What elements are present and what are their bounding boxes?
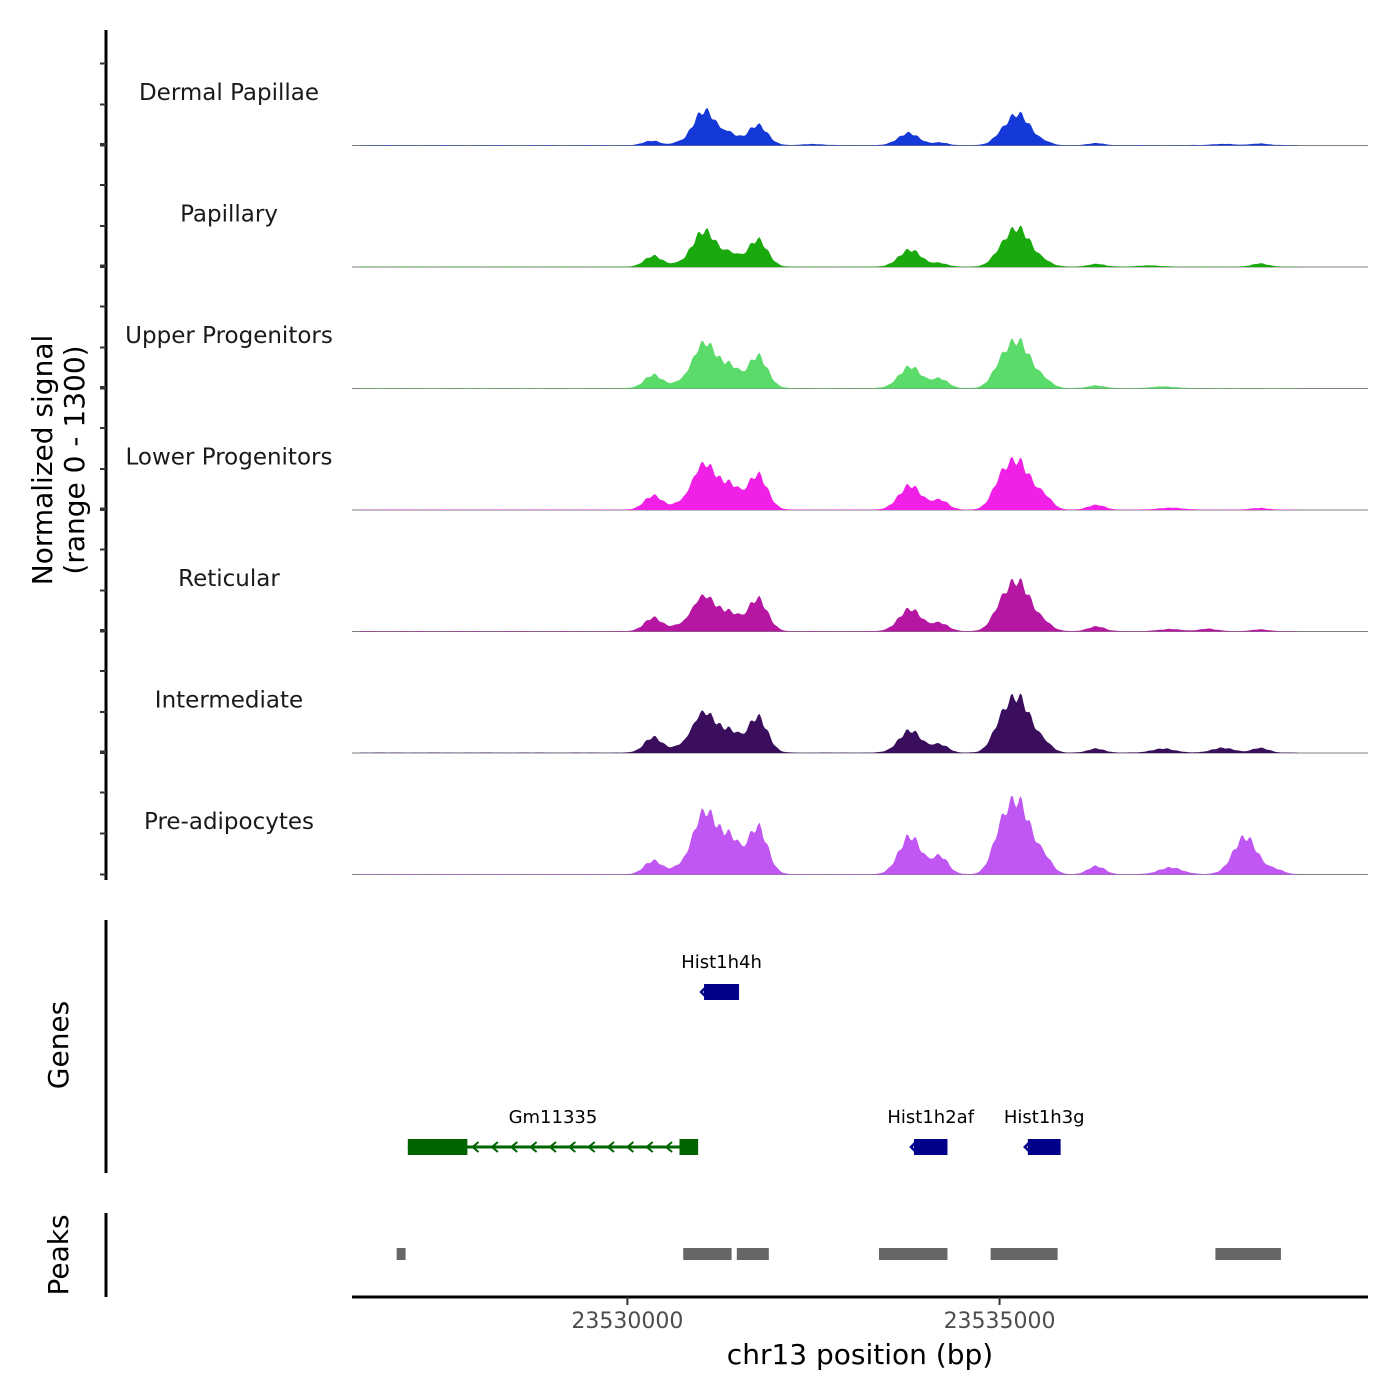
track-0: Dermal Papillae <box>139 80 1368 146</box>
track-label: Papillary <box>180 202 278 228</box>
gene-label: Gm11335 <box>509 1107 598 1128</box>
x-tick-label: 23535000 <box>944 1309 1056 1334</box>
strand-chevron <box>1047 1141 1057 1153</box>
gene-label: Hist1h2af <box>887 1107 974 1128</box>
y-axis-title-line2: (range 0 - 1300) <box>58 345 91 574</box>
strand-chevron <box>1023 1140 1032 1154</box>
track-label: Pre-adipocytes <box>144 809 314 835</box>
track-4: Reticular <box>178 566 1368 632</box>
y-axis-title-line1: Normalized signal <box>26 335 59 586</box>
track-1: Papillary <box>180 202 1368 268</box>
peak-region <box>1215 1248 1281 1260</box>
gene-exon <box>407 1139 468 1155</box>
track-5: Intermediate <box>155 688 1368 754</box>
x-axis-title: chr13 position (bp) <box>727 1338 993 1371</box>
track-label: Lower Progenitors <box>126 445 333 471</box>
peak-region <box>736 1248 769 1260</box>
x-axis: 23530000 23535000 <box>352 1295 1368 1334</box>
strand-chevron <box>490 1141 499 1153</box>
track-3: Lower Progenitors <box>126 445 1368 511</box>
signal-y-axis <box>100 30 108 880</box>
peak-region <box>990 1248 1058 1260</box>
genes-panel-title: Genes <box>42 1001 75 1089</box>
strand-chevron <box>625 1141 635 1153</box>
strand-chevron <box>909 1140 918 1154</box>
strand-chevron <box>548 1141 557 1153</box>
gene-exon <box>704 984 740 1000</box>
signal-area <box>359 795 1298 875</box>
signal-tracks: Dermal Papillae Papillary Upper Progenitor… <box>125 80 1368 875</box>
signal-area <box>359 107 1298 146</box>
track-label: Intermediate <box>155 688 303 714</box>
gene-Hist1h2af: Hist1h2af <box>887 1107 975 1155</box>
peaks-panel <box>104 1213 1281 1297</box>
peak-region <box>396 1248 406 1260</box>
peaks-panel-title: Peaks <box>42 1214 75 1295</box>
strand-chevron <box>708 986 717 998</box>
strand-chevron <box>606 1141 615 1153</box>
peak-region <box>878 1248 948 1260</box>
strand-chevron <box>934 1141 943 1153</box>
strand-chevron <box>509 1141 518 1153</box>
strand-chevron <box>645 1141 654 1153</box>
genes-panel: Hist1h4h Gm11335 Hist1h2af Hist1h3g <box>104 920 1085 1173</box>
gene-exon <box>679 1139 699 1155</box>
gene-exon <box>1027 1139 1061 1155</box>
track-label: Dermal Papillae <box>139 80 319 106</box>
peak-region <box>683 1248 732 1260</box>
strand-chevron <box>664 1141 673 1153</box>
track-label: Reticular <box>178 566 280 592</box>
strand-chevron <box>917 1141 926 1153</box>
gene-label: Hist1h3g <box>1004 1107 1085 1128</box>
signal-area <box>359 578 1298 632</box>
signal-area <box>359 693 1298 753</box>
strand-chevron <box>587 1141 596 1153</box>
gene-Hist1h4h: Hist1h4h <box>681 952 762 1000</box>
signal-area <box>359 337 1298 389</box>
strand-chevron <box>699 985 708 999</box>
x-tick-label: 23530000 <box>571 1309 683 1334</box>
strand-chevron <box>529 1141 538 1153</box>
strand-chevron <box>725 986 734 998</box>
track-2: Upper Progenitors <box>125 323 1368 389</box>
gene-Gm11335: Gm11335 <box>407 1107 699 1155</box>
track-label: Upper Progenitors <box>125 323 333 349</box>
gene-Hist1h3g: Hist1h3g <box>1004 1107 1085 1155</box>
signal-area <box>359 457 1298 510</box>
strand-chevron <box>1031 1141 1040 1153</box>
strand-chevron <box>470 1141 480 1153</box>
track-6: Pre-adipocytes <box>144 795 1368 875</box>
signal-area <box>359 225 1298 267</box>
gene-label: Hist1h4h <box>681 952 762 973</box>
strand-chevron <box>567 1141 576 1153</box>
gene-exon <box>913 1139 948 1155</box>
